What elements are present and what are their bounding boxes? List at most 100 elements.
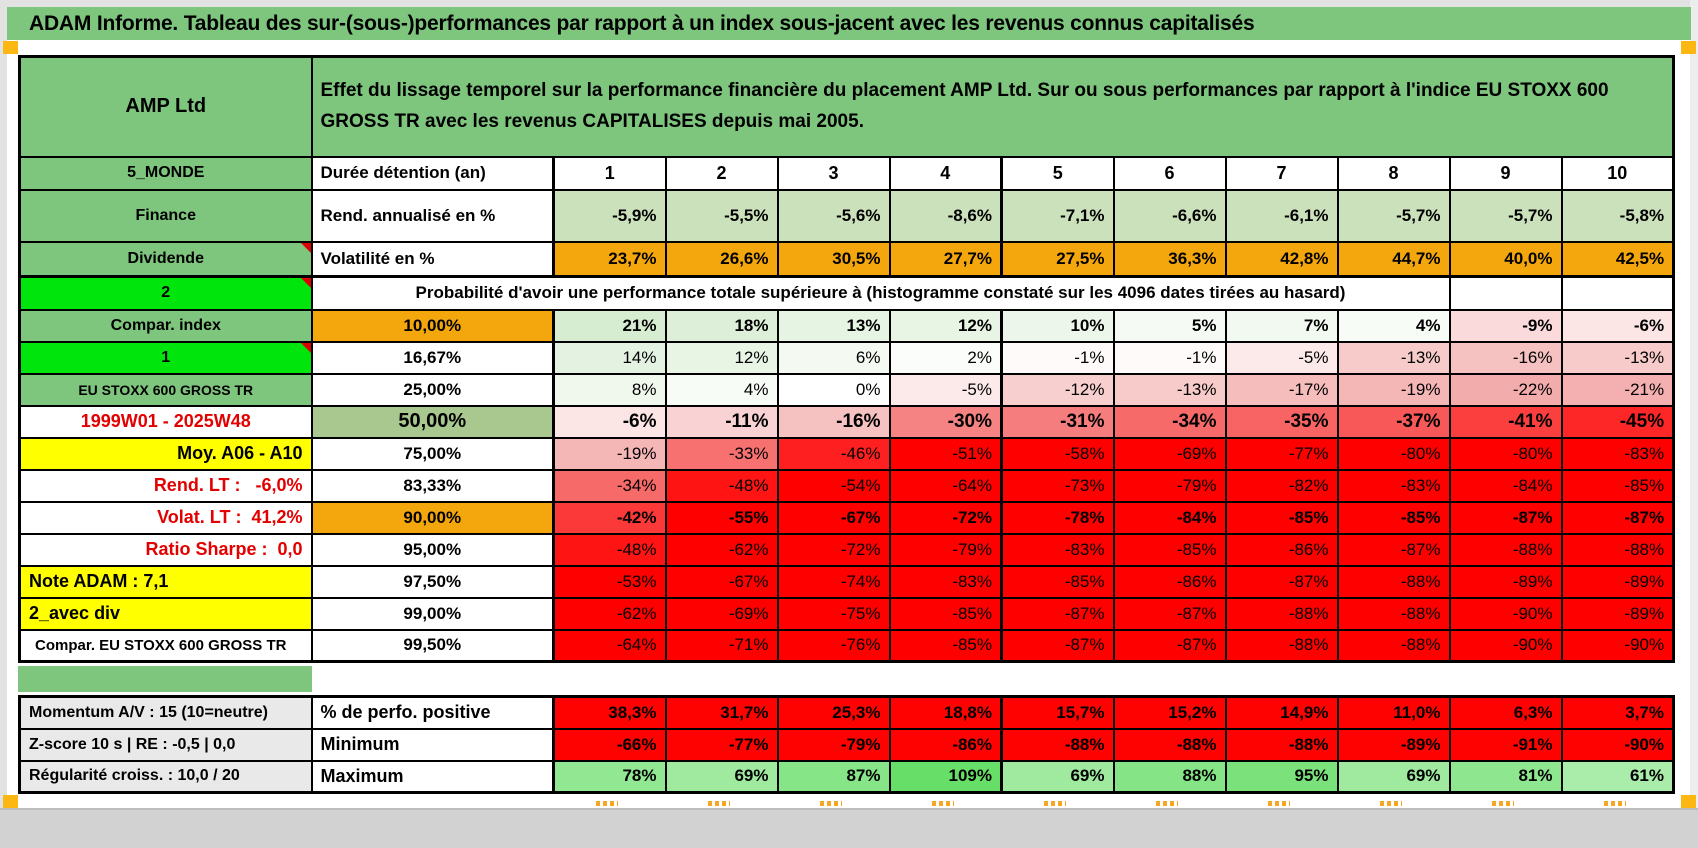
sidebar-cell[interactable]: 1999W01 - 2025W48 <box>18 404 313 439</box>
matrix-value-cell[interactable]: -62% <box>552 596 667 631</box>
rend-value-cell[interactable]: -5,7% <box>1448 188 1563 243</box>
matrix-value-cell[interactable]: -6% <box>552 404 667 439</box>
footer-value-cell[interactable]: 88% <box>1112 759 1227 794</box>
rend-value-cell[interactable]: -5,5% <box>664 188 779 243</box>
matrix-value-cell[interactable]: -6% <box>1560 308 1675 343</box>
footer-value-cell[interactable]: 69% <box>664 759 779 794</box>
matrix-value-cell[interactable]: -33% <box>664 436 779 471</box>
vol-value-cell[interactable]: 42,8% <box>1224 240 1339 278</box>
matrix-value-cell[interactable]: -19% <box>552 436 667 471</box>
matrix-value-cell[interactable]: -83% <box>1000 532 1115 567</box>
matrix-value-cell[interactable]: -51% <box>888 436 1003 471</box>
footer-value-cell[interactable]: 15,7% <box>1000 695 1115 730</box>
matrix-value-cell[interactable]: 0% <box>776 372 891 407</box>
matrix-value-cell[interactable]: -45% <box>1560 404 1675 439</box>
vol-value-cell[interactable]: 40,0% <box>1448 240 1563 278</box>
matrix-value-cell[interactable]: -41% <box>1448 404 1563 439</box>
matrix-value-cell[interactable]: -77% <box>1224 436 1339 471</box>
matrix-value-cell[interactable]: -90% <box>1560 628 1675 663</box>
sidebar-cell[interactable]: Ratio Sharpe : 0,0 <box>18 532 313 567</box>
footer-value-cell[interactable]: -86% <box>888 727 1003 762</box>
matrix-value-cell[interactable]: -9% <box>1448 308 1563 343</box>
matrix-value-cell[interactable]: -67% <box>776 500 891 535</box>
matrix-value-cell[interactable]: 4% <box>664 372 779 407</box>
matrix-value-cell[interactable]: -90% <box>1448 596 1563 631</box>
footer-metric-label-cell[interactable]: Minimum <box>310 727 555 762</box>
matrix-value-cell[interactable]: -64% <box>888 468 1003 503</box>
matrix-value-cell[interactable]: -13% <box>1560 340 1675 375</box>
footer-value-cell[interactable]: 81% <box>1448 759 1563 794</box>
annualized-return-label-cell[interactable]: Rend. annualisé en % <box>310 188 555 243</box>
footer-value-cell[interactable]: 109% <box>888 759 1003 794</box>
matrix-value-cell[interactable]: -83% <box>1560 436 1675 471</box>
matrix-value-cell[interactable]: -73% <box>1000 468 1115 503</box>
sidebar-cell[interactable]: Compar. index <box>18 308 313 343</box>
matrix-value-cell[interactable]: -85% <box>1224 500 1339 535</box>
threshold-cell[interactable]: 83,33% <box>310 468 555 503</box>
matrix-value-cell[interactable]: -88% <box>1224 628 1339 663</box>
matrix-value-cell[interactable]: -79% <box>1112 468 1227 503</box>
matrix-value-cell[interactable]: -13% <box>1112 372 1227 407</box>
vol-value-cell[interactable]: 36,3% <box>1112 240 1227 278</box>
matrix-value-cell[interactable]: -88% <box>1560 532 1675 567</box>
matrix-value-cell[interactable]: 21% <box>552 308 667 343</box>
empty-cell[interactable] <box>1560 275 1675 311</box>
col-header-1[interactable]: 1 <box>552 155 667 191</box>
matrix-value-cell[interactable]: -17% <box>1224 372 1339 407</box>
threshold-cell[interactable]: 50,00% <box>310 404 555 439</box>
matrix-value-cell[interactable]: -85% <box>1112 532 1227 567</box>
threshold-cell[interactable]: 16,67% <box>310 340 555 375</box>
footer-metric-label-cell[interactable]: % de perfo. positive <box>310 695 555 730</box>
threshold-cell[interactable]: 90,00% <box>310 500 555 535</box>
rend-value-cell[interactable]: -5,9% <box>552 188 667 243</box>
col-header-2[interactable]: 2 <box>664 155 779 191</box>
matrix-value-cell[interactable]: 13% <box>776 308 891 343</box>
matrix-value-cell[interactable]: -72% <box>888 500 1003 535</box>
matrix-value-cell[interactable]: -19% <box>1336 372 1451 407</box>
threshold-cell[interactable]: 97,50% <box>310 564 555 599</box>
sidebar-cell-5-monde[interactable]: 5_MONDE <box>18 155 313 191</box>
footer-value-cell[interactable]: -89% <box>1336 727 1451 762</box>
rend-value-cell[interactable]: -5,8% <box>1560 188 1675 243</box>
footer-value-cell[interactable]: 87% <box>776 759 891 794</box>
sidebar-cell-finance[interactable]: Finance <box>18 188 313 243</box>
matrix-value-cell[interactable]: -89% <box>1560 564 1675 599</box>
matrix-value-cell[interactable]: -85% <box>1000 564 1115 599</box>
matrix-value-cell[interactable]: -76% <box>776 628 891 663</box>
matrix-value-cell[interactable]: -88% <box>1336 564 1451 599</box>
matrix-value-cell[interactable]: -87% <box>1224 564 1339 599</box>
matrix-value-cell[interactable]: -48% <box>664 468 779 503</box>
matrix-value-cell[interactable]: -85% <box>888 596 1003 631</box>
sidebar-cell[interactable]: Note ADAM : 7,1 <box>18 564 313 599</box>
matrix-value-cell[interactable]: -1% <box>1000 340 1115 375</box>
vol-value-cell[interactable]: 26,6% <box>664 240 779 278</box>
matrix-value-cell[interactable]: -64% <box>552 628 667 663</box>
matrix-value-cell[interactable]: -84% <box>1448 468 1563 503</box>
sidebar-cell[interactable]: Compar. EU STOXX 600 GROSS TR <box>18 628 313 663</box>
threshold-cell[interactable]: 95,00% <box>310 532 555 567</box>
footer-value-cell[interactable]: -88% <box>1224 727 1339 762</box>
matrix-value-cell[interactable]: -35% <box>1224 404 1339 439</box>
footer-metric-label-cell[interactable]: Maximum <box>310 759 555 794</box>
threshold-cell[interactable]: 75,00% <box>310 436 555 471</box>
matrix-value-cell[interactable]: -69% <box>664 596 779 631</box>
matrix-value-cell[interactable]: -5% <box>888 372 1003 407</box>
sidebar-cell[interactable]: Volat. LT : 41,2% <box>18 500 313 535</box>
matrix-value-cell[interactable]: -22% <box>1448 372 1563 407</box>
matrix-value-cell[interactable]: -87% <box>1448 500 1563 535</box>
matrix-value-cell[interactable]: -30% <box>888 404 1003 439</box>
matrix-value-cell[interactable]: -34% <box>552 468 667 503</box>
footer-value-cell[interactable]: 25,3% <box>776 695 891 730</box>
matrix-value-cell[interactable]: -55% <box>664 500 779 535</box>
matrix-value-cell[interactable]: 18% <box>664 308 779 343</box>
matrix-value-cell[interactable]: -86% <box>1112 564 1227 599</box>
matrix-value-cell[interactable]: -87% <box>1112 628 1227 663</box>
sidebar-cell[interactable]: Rend. LT : -6,0% <box>18 468 313 503</box>
footer-value-cell[interactable]: 3,7% <box>1560 695 1675 730</box>
matrix-value-cell[interactable]: -48% <box>552 532 667 567</box>
matrix-value-cell[interactable]: -75% <box>776 596 891 631</box>
footer-value-cell[interactable]: 69% <box>1000 759 1115 794</box>
matrix-value-cell[interactable]: -74% <box>776 564 891 599</box>
matrix-value-cell[interactable]: -88% <box>1336 628 1451 663</box>
footer-value-cell[interactable]: -88% <box>1112 727 1227 762</box>
